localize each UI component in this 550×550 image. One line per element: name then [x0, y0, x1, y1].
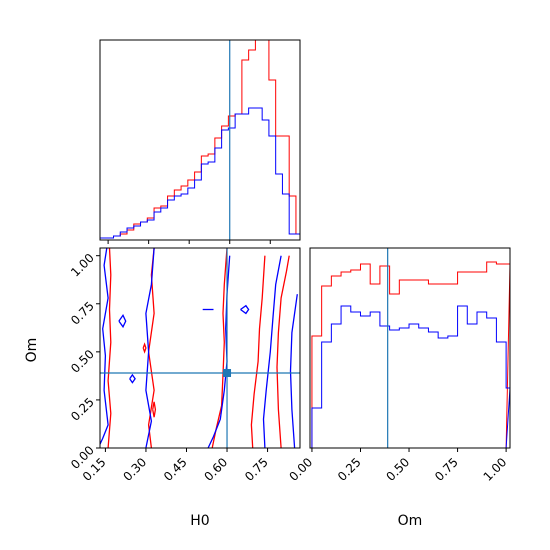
contour-run_b-6	[289, 294, 298, 449]
contour-run_a-4	[211, 247, 228, 449]
x-axis-label-om: Om	[398, 513, 423, 529]
x-axis-label-h0: H0	[190, 513, 209, 529]
histogram-series-run_a	[99, 39, 301, 240]
contour-run_b-5	[262, 255, 282, 449]
y-tick-label: 0.75	[68, 299, 97, 328]
x-tick-label: 0.00	[286, 455, 315, 484]
x-tick-label: 0.50	[384, 455, 413, 484]
contour-run_b-1	[145, 247, 155, 449]
y-tick-label: 1.00	[68, 251, 97, 280]
truth-marker	[223, 369, 232, 377]
contour-run_a-5	[250, 255, 266, 449]
contour-run_b-0	[99, 247, 109, 445]
y-axis-label-om: Om	[24, 338, 40, 363]
histogram-series-run_a	[311, 261, 511, 449]
contour-run_b-8	[240, 304, 250, 315]
contour-run_a-3	[142, 342, 147, 354]
x-tick-label: 0.45	[161, 455, 190, 484]
histogram-series-run_b	[311, 305, 511, 449]
y-tick-label: 0.50	[68, 347, 97, 376]
contour-run_a-2	[152, 401, 157, 418]
contour-panel-h0-om: 0.15 0.30 0.45 0.60 0.750.000.250.500.751.00	[68, 247, 301, 484]
contour-run_b-3	[129, 373, 136, 384]
contour-run_a-6	[276, 255, 290, 449]
panel-frame	[99, 39, 301, 241]
panel-frame	[309, 247, 511, 449]
x-tick-label: 0.30	[120, 455, 149, 484]
histogram-panel-h0	[99, 39, 301, 244]
x-tick-label: 0.75	[432, 455, 461, 484]
contour-run_a-0	[107, 247, 112, 449]
x-tick-label: 0.75	[242, 455, 271, 484]
panel-frame	[99, 247, 301, 449]
histogram-panel-om: 0.00 0.25 0.50 0.75 1.00	[286, 247, 511, 484]
x-tick-label: 1.00	[481, 455, 510, 484]
y-tick-label: 0.25	[68, 395, 97, 424]
x-tick-label: 0.60	[202, 455, 231, 484]
x-tick-label: 0.25	[335, 455, 364, 484]
histogram-series-run_b	[99, 107, 301, 240]
contour-run_b-2	[118, 314, 127, 329]
